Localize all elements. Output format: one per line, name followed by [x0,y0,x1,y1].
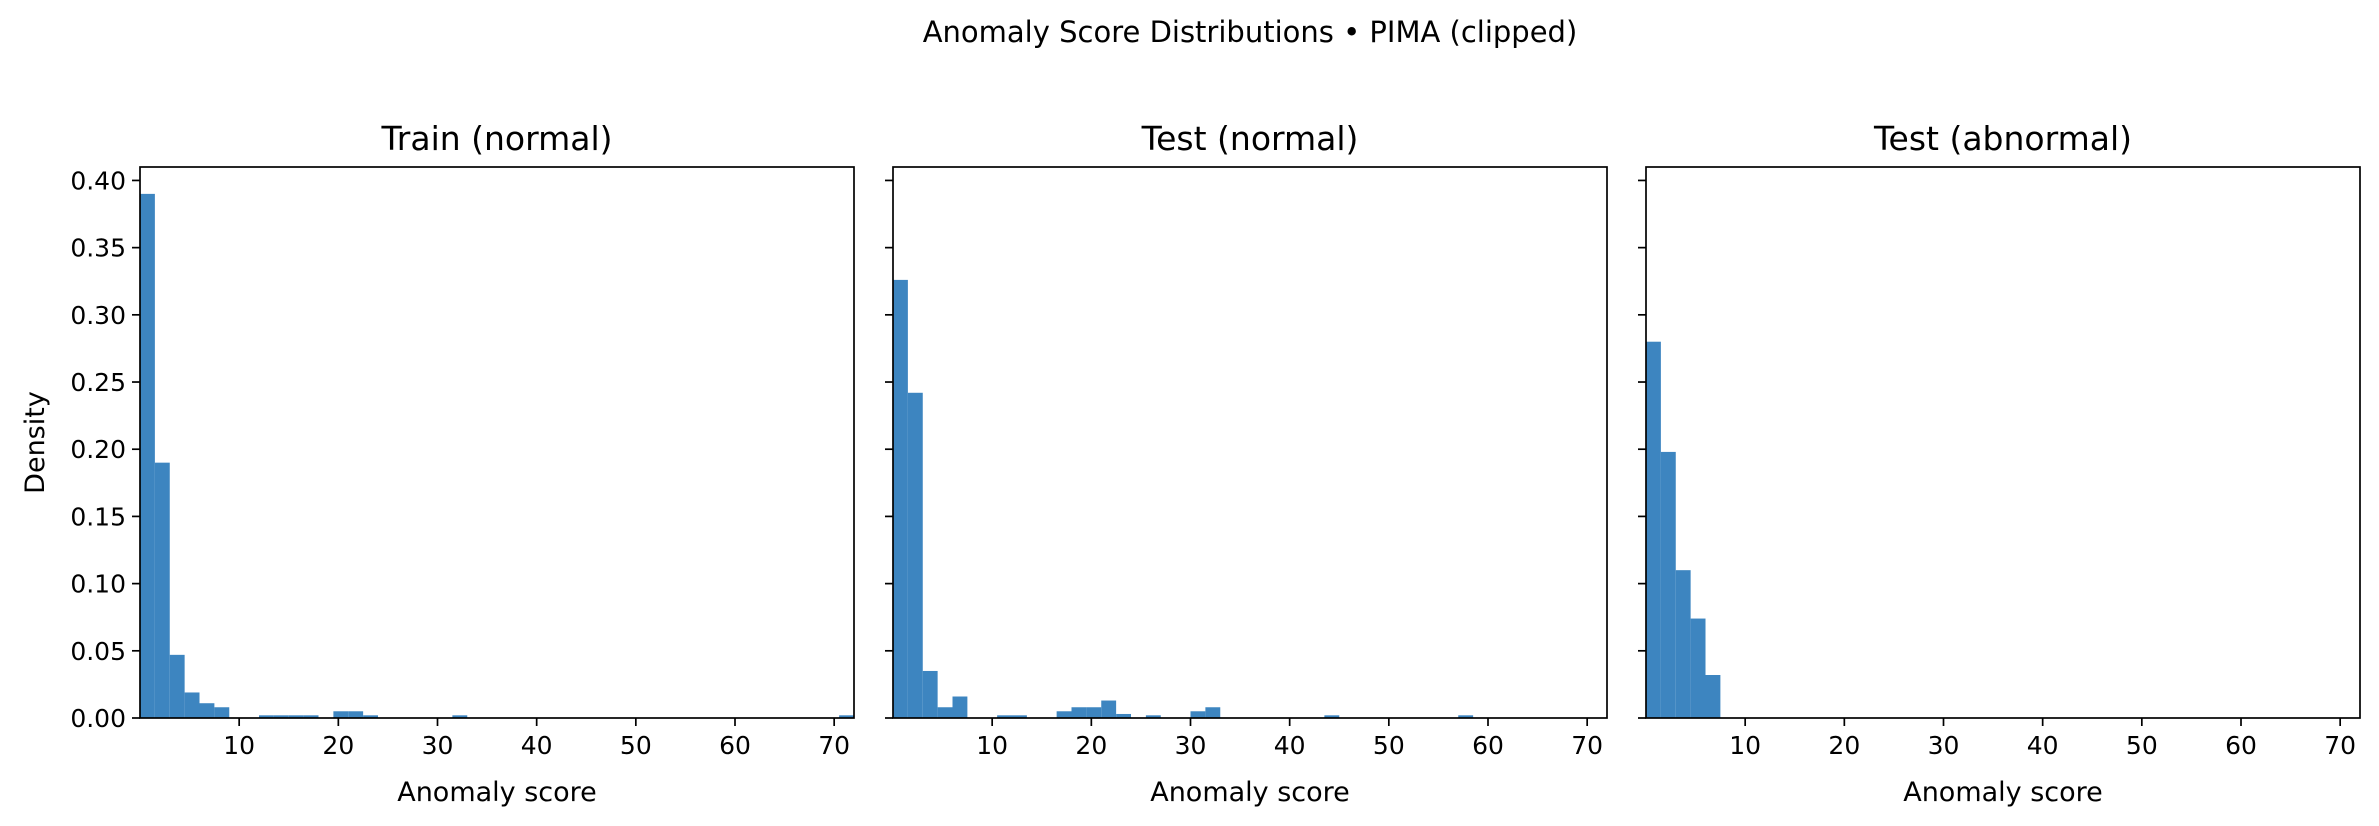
histogram-bar [154,462,170,718]
x-tick-label: 40 [1274,731,1306,760]
histogram-bar [1116,713,1132,718]
histogram-bar [1205,707,1221,718]
histogram-bar [273,715,289,718]
histogram-bar [348,711,364,718]
histogram-bar [1071,707,1087,718]
histogram-bar [907,392,923,718]
axes-frame [892,166,1608,719]
x-tick-label: 10 [223,731,255,760]
x-tick-label: 70 [2324,731,2356,760]
y-tick-label: 0.20 [70,435,126,464]
histogram-bar [333,711,349,718]
histogram-bar [1458,715,1474,718]
histogram-bar [1324,715,1340,718]
histogram-bar [1690,618,1706,718]
histogram-panel-2: 10 20 30 40 50 60 70 Test (normal) Anomaly score [885,119,1608,808]
x-tick-label: 40 [2027,731,2059,760]
y-tick-label: 0.30 [70,301,126,330]
histogram-bar [839,715,855,718]
figure-title: Anomaly Score Distributions • PIMA (clip… [923,15,1578,49]
panel-title: Test (normal) [1141,119,1359,158]
x-tick-label: 70 [818,731,850,760]
x-tick-label: 50 [1373,731,1405,760]
histogram-bar [1086,707,1102,718]
histogram-bar [1056,711,1072,718]
panels-container: 10 20 30 40 50 60 70 0.00 0.05 0.10 0.15 0.20 0.25 0.… [20,119,2361,808]
axes-frame [139,166,855,719]
histogram-bar [937,707,953,718]
histogram-bar [184,692,200,718]
x-tick-label: 30 [1175,731,1207,760]
y-tick-label: 0.00 [70,704,126,733]
histogram-bar [452,715,468,718]
histogram-bar [1705,675,1721,718]
panel-title: Train (normal) [380,119,612,158]
histogram-bar [363,715,379,718]
histogram-bar [922,670,938,718]
histogram-bar [140,193,155,718]
histogram-bar [303,715,319,718]
histogram-bar [997,715,1013,718]
panel-title: Test (abnormal) [1873,119,2132,158]
x-tick-label: 10 [1729,731,1761,760]
x-tick-label: 40 [521,731,553,760]
y-tick-label: 0.25 [70,368,126,397]
y-tick-label: 0.35 [70,234,126,263]
histogram-panel-3: 10 20 30 40 50 60 70 Test (abnormal) Anomaly sco… [1638,119,2361,808]
y-tick-label: 0.15 [70,502,126,531]
y-axis-label: Density [20,391,51,494]
x-axis-label: Anomaly score [1150,777,1350,808]
histogram-bar [893,279,908,718]
x-tick-label: 70 [1571,731,1603,760]
histogram-bar [1190,711,1206,718]
x-axis-label: Anomaly score [1903,777,2103,808]
x-tick-label: 60 [2225,731,2257,760]
x-tick-label: 30 [422,731,454,760]
x-tick-label: 30 [1928,731,1960,760]
histogram-bar [1101,700,1117,718]
x-tick-label: 60 [1472,731,1504,760]
x-tick-label: 50 [620,731,652,760]
x-axis-label: Anomaly score [397,777,597,808]
x-tick-label: 20 [322,731,354,760]
x-tick-label: 20 [1075,731,1107,760]
histogram-bar [952,696,968,718]
histogram-bar [1660,451,1676,718]
histogram-bar [259,715,274,718]
histogram-bar [214,707,230,718]
y-tick-label: 0.05 [70,637,126,666]
x-tick-label: 50 [2126,731,2158,760]
histogram-bar [288,715,304,718]
histogram-panel-1: 10 20 30 40 50 60 70 0.00 0.05 0.10 0.15 0.20 0.25 0.… [20,119,855,808]
histogram-bar [1012,715,1027,718]
histogram-bar [169,654,185,718]
y-tick-label: 0.10 [70,570,126,599]
histogram-bar [1646,341,1661,718]
x-tick-label: 60 [719,731,751,760]
y-tick-label: 0.40 [70,166,126,195]
axes-frame [1645,166,2361,719]
x-tick-label: 20 [1828,731,1860,760]
histogram-bar [199,703,215,718]
histogram-bar [1675,570,1691,718]
x-tick-label: 10 [976,731,1008,760]
histogram-bar [1145,715,1161,718]
